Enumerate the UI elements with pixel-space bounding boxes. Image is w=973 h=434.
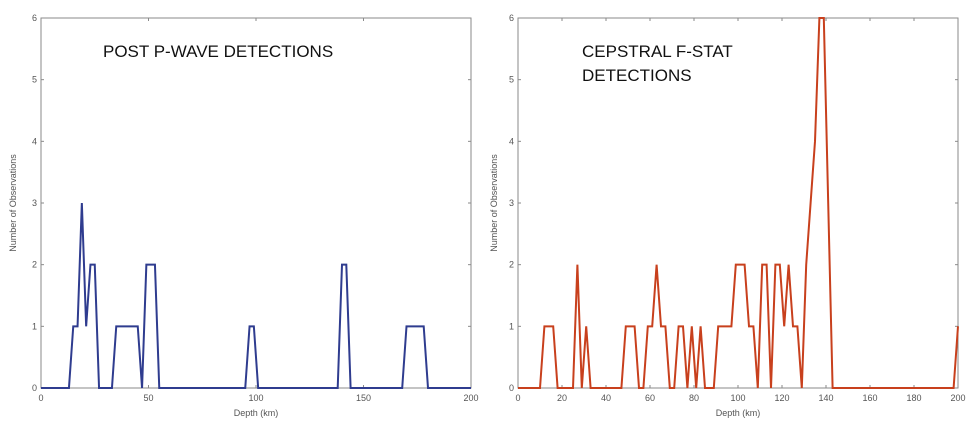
x-tick-label: 200 bbox=[463, 393, 478, 403]
y-axis-label: Number of Observations bbox=[8, 154, 18, 252]
x-tick-label: 50 bbox=[143, 393, 153, 403]
x-tick-label: 200 bbox=[950, 393, 965, 403]
y-tick-label: 5 bbox=[509, 75, 514, 85]
chart-title-line: DETECTIONS bbox=[582, 66, 692, 85]
x-tick-label: 80 bbox=[689, 393, 699, 403]
y-tick-label: 4 bbox=[509, 136, 514, 146]
x-axis-label: Depth (km) bbox=[234, 408, 279, 418]
x-axis-label: Depth (km) bbox=[716, 408, 761, 418]
y-axis-label: Number of Observations bbox=[489, 154, 499, 252]
y-tick-label: 0 bbox=[32, 383, 37, 393]
chart-left-svg: 0 50 100 150 200 0 1 2 3 4 5 6 Depth (km) Number of O… bbox=[8, 13, 479, 418]
y-tick-label: 0 bbox=[509, 383, 514, 393]
x-tick-label: 0 bbox=[38, 393, 43, 403]
plot-frame bbox=[40, 17, 472, 389]
y-tick-label: 6 bbox=[509, 13, 514, 23]
y-tick-label: 3 bbox=[509, 198, 514, 208]
x-tick-label: 180 bbox=[906, 393, 921, 403]
x-tick-label: 40 bbox=[601, 393, 611, 403]
y-tick-label: 4 bbox=[32, 136, 37, 146]
chart-cepstral-f-stat: 0 20 40 60 80 100 120 140 160 180 200 0 1 2 3 4 5 6 Depth … bbox=[486, 0, 973, 434]
y-tick-label: 2 bbox=[509, 260, 514, 270]
series-line-0 bbox=[41, 202, 471, 389]
x-tick-label: 20 bbox=[557, 393, 567, 403]
plot-frame bbox=[517, 17, 959, 389]
y-tick-label: 1 bbox=[32, 321, 37, 331]
x-tick-label: 100 bbox=[730, 393, 745, 403]
y-tick-label: 1 bbox=[509, 321, 514, 331]
x-tick-label: 160 bbox=[862, 393, 877, 403]
y-tick-label: 6 bbox=[32, 13, 37, 23]
series-line-0 bbox=[518, 17, 959, 389]
x-tick-label: 100 bbox=[248, 393, 263, 403]
y-tick-label: 3 bbox=[32, 198, 37, 208]
y-tick-label: 2 bbox=[32, 260, 37, 270]
chart-title-line: POST P-WAVE DETECTIONS bbox=[103, 42, 333, 61]
chart-right-svg: 0 20 40 60 80 100 120 140 160 180 200 0 1 2 3 4 5 6 Depth … bbox=[489, 13, 966, 418]
x-tick-label: 0 bbox=[515, 393, 520, 403]
chart-post-p-wave: 0 50 100 150 200 0 1 2 3 4 5 6 Depth (km) Number of O… bbox=[0, 0, 486, 434]
x-tick-label: 60 bbox=[645, 393, 655, 403]
y-tick-label: 5 bbox=[32, 75, 37, 85]
x-tick-label: 120 bbox=[774, 393, 789, 403]
x-tick-label: 150 bbox=[356, 393, 371, 403]
x-tick-label: 140 bbox=[818, 393, 833, 403]
chart-title-line: CEPSTRAL F-STAT bbox=[582, 42, 733, 61]
